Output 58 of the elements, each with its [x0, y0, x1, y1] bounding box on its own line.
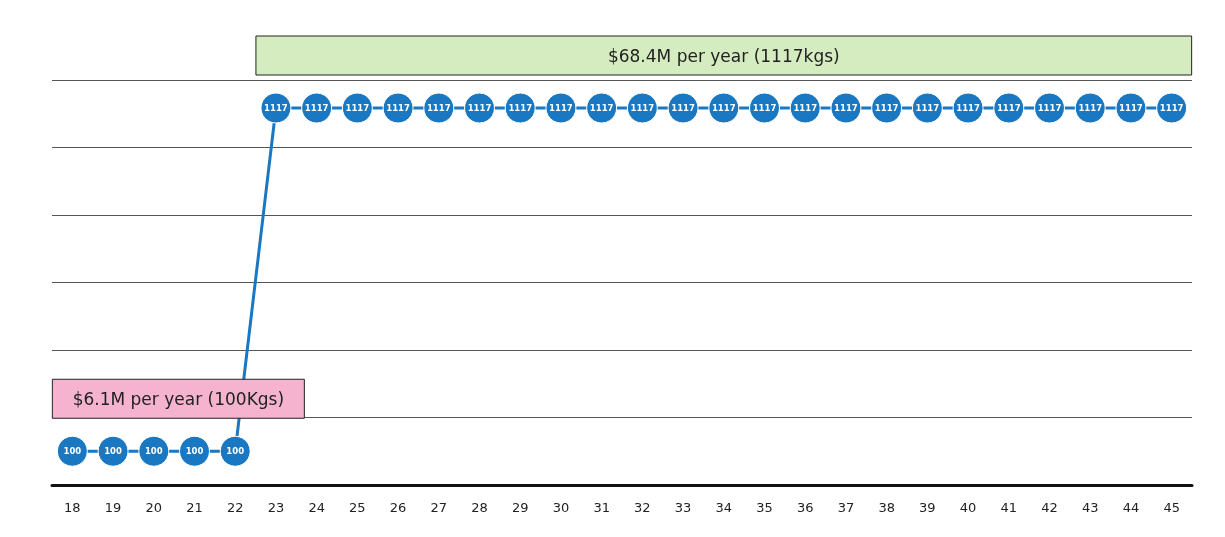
x-tick-label: 33	[674, 500, 692, 515]
data-label: 1117	[1159, 103, 1184, 114]
x-tick-label: 20	[145, 500, 163, 515]
data-label: 1117	[345, 103, 370, 114]
x-tick-label: 22	[226, 500, 244, 515]
data-label: 1117	[956, 103, 980, 114]
data-label: 100	[63, 446, 82, 457]
x-tick-label: 25	[349, 500, 366, 515]
annotation: $68.4M per year (1117kgs)	[607, 45, 840, 66]
data-label: 100	[104, 446, 123, 457]
x-tick-label: 31	[593, 500, 610, 515]
data-label: 1117	[1037, 103, 1062, 114]
data-label: 1117	[304, 103, 329, 114]
data-label: 1117	[1078, 103, 1103, 114]
data-label: 1117	[426, 103, 451, 114]
x-tick-label: 41	[1000, 500, 1018, 515]
x-tick-label: 19	[104, 500, 122, 515]
x-tick-label: 45	[1163, 500, 1180, 515]
x-tick-label: 30	[552, 500, 570, 515]
data-label: 1117	[1119, 103, 1143, 114]
x-tick-label: 39	[919, 500, 936, 515]
x-tick-label: 40	[959, 500, 977, 515]
data-label: 1117	[834, 103, 858, 114]
data-label: 1117	[508, 103, 533, 114]
data-label: 1117	[264, 103, 288, 114]
data-label: 100	[144, 446, 163, 457]
data-label: 1117	[549, 103, 573, 114]
x-tick-label: 29	[511, 500, 529, 515]
data-label: 1117	[793, 103, 818, 114]
x-tick-label: 36	[796, 500, 814, 515]
x-tick-label: 27	[430, 500, 448, 515]
data-label: 1117	[467, 103, 492, 114]
x-tick-label: 37	[837, 500, 855, 515]
x-tick-label: 28	[471, 500, 488, 515]
data-label: 100	[226, 446, 245, 457]
data-label: 100	[185, 446, 204, 457]
x-tick-label: 21	[186, 500, 203, 515]
data-label: 1117	[589, 103, 614, 114]
x-tick-label: 38	[878, 500, 895, 515]
x-tick-label: 34	[715, 500, 733, 515]
x-tick-label: 24	[308, 500, 325, 515]
data-label: 1117	[711, 103, 736, 114]
x-tick-label: 23	[267, 500, 285, 515]
x-tick-label: 43	[1081, 500, 1099, 515]
x-tick-label: 18	[64, 500, 81, 515]
data-label: 1117	[386, 103, 410, 114]
data-label: 1117	[671, 103, 695, 114]
data-label: 1117	[630, 103, 655, 114]
x-tick-label: 35	[756, 500, 773, 515]
x-tick-label: 32	[634, 500, 651, 515]
x-tick-label: 44	[1122, 500, 1140, 515]
x-tick-label: 26	[389, 500, 407, 515]
x-tick-label: 42	[1041, 500, 1058, 515]
data-label: 1117	[752, 103, 777, 114]
data-label: 1117	[874, 103, 899, 114]
data-label: 1117	[996, 103, 1021, 114]
annotation: $6.1M per year (100Kgs)	[72, 388, 285, 409]
data-label: 1117	[915, 103, 940, 114]
